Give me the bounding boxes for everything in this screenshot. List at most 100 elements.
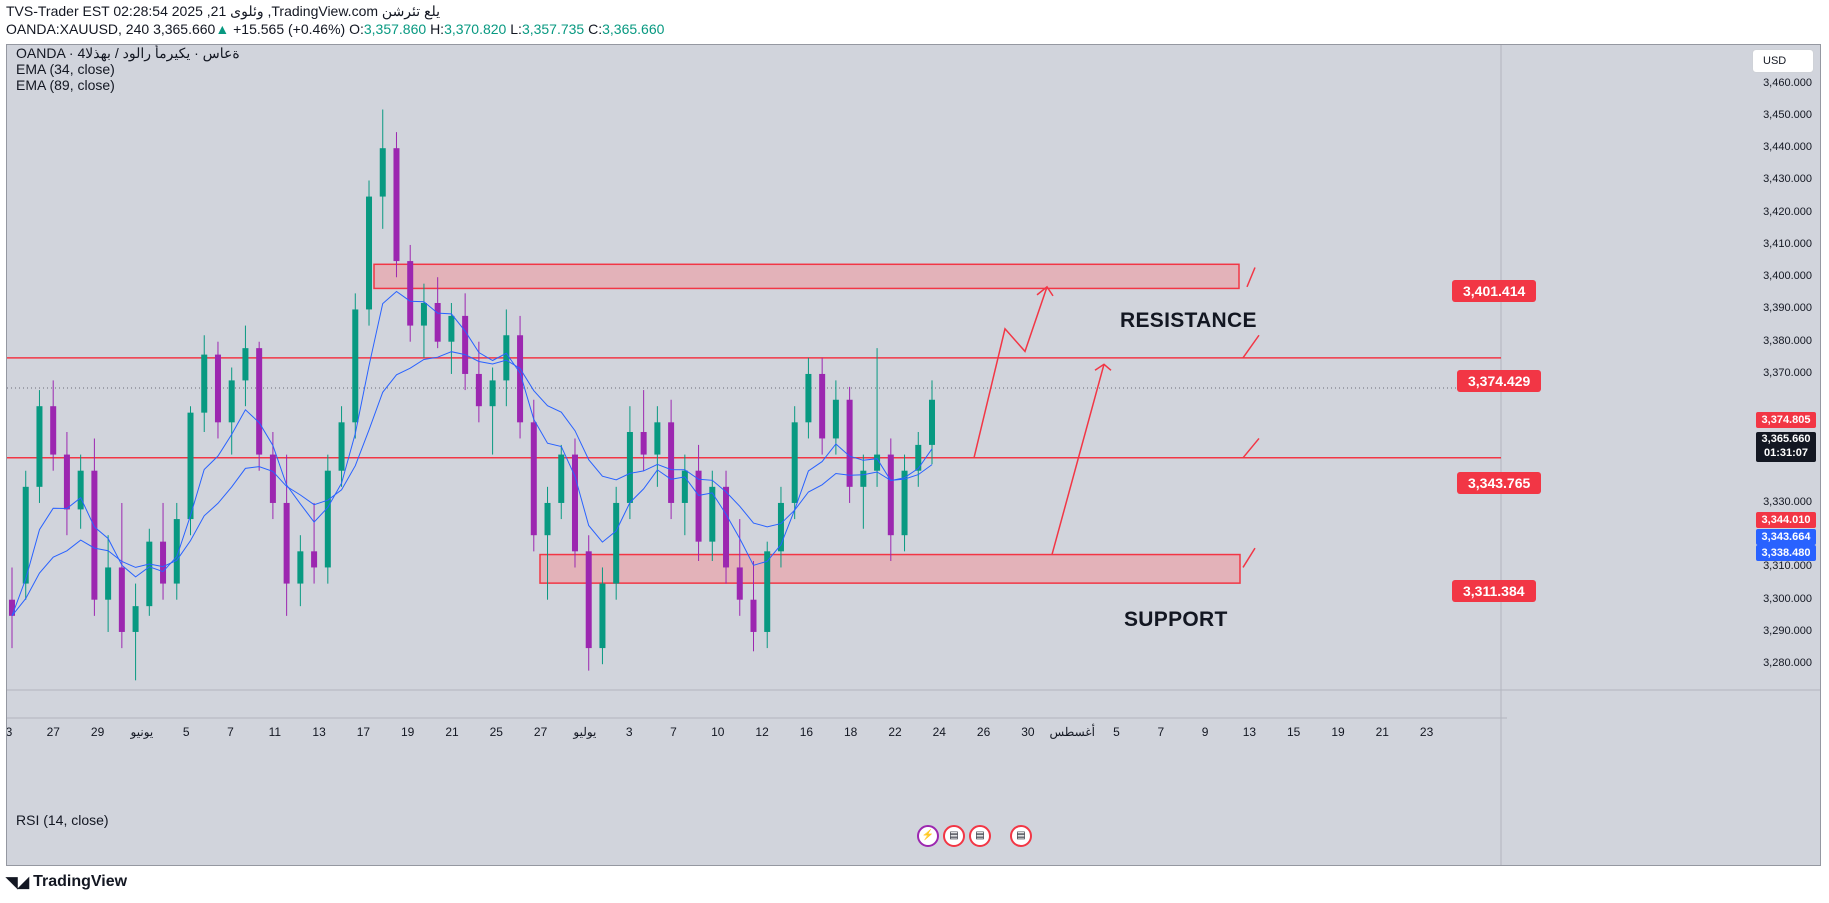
close-label: C: [588, 21, 603, 37]
price-chart[interactable] [7, 45, 1821, 866]
time-tick: 29 [90, 725, 105, 739]
candle-body [173, 519, 180, 584]
price-tick: 3,370.000 [1763, 366, 1812, 379]
time-tick: 13 [1242, 725, 1257, 739]
candle-body [242, 348, 249, 381]
price-tick: 3,420.000 [1763, 205, 1812, 218]
candle-body [352, 309, 359, 423]
callout-resistance: 3,401.414 [1452, 280, 1537, 302]
candle-body [201, 354, 208, 413]
rsi-legend[interactable]: RSI (14, close) [16, 812, 109, 828]
candle-body [819, 373, 826, 439]
time-tick: 19 [1331, 725, 1345, 739]
event-us-flag-icon[interactable]: ▤ [1010, 825, 1032, 847]
candle-body [256, 348, 263, 455]
brand-name: TradingView [33, 873, 128, 890]
candle-body [544, 502, 551, 536]
candle-body [571, 454, 578, 552]
time-tick: 26 [976, 725, 991, 739]
time-tick: 24 [932, 725, 946, 739]
candle-body [132, 606, 139, 632]
candle-body [146, 541, 153, 607]
event-us-flag-icon[interactable]: ▤ [943, 825, 965, 847]
candle-body [791, 422, 798, 503]
up-arrow-icon: ▲ [215, 21, 230, 37]
candle-body [750, 599, 757, 632]
time-tick: 16 [799, 725, 814, 739]
event-lightning-icon[interactable]: ⚡ [917, 825, 939, 847]
current-price: 3,365.660 [1761, 433, 1811, 445]
candle-body [585, 551, 592, 649]
high-value: 3,370.820 [444, 21, 507, 37]
resistance-label: RESISTANCE [1120, 309, 1257, 332]
header-line-1: TVS-Trader EST 02:28:54 2025 ,21 وئلوی ,… [6, 3, 441, 19]
time-tick: 17 [356, 725, 371, 739]
candle-body [393, 148, 400, 262]
currency-button[interactable]: USD [1752, 49, 1814, 73]
time-tick: 3 [6, 725, 13, 739]
time-tick: 3 [625, 725, 633, 739]
callout-pointer-lower [1242, 437, 1260, 459]
candle-body [379, 148, 386, 197]
candle-body [503, 335, 510, 381]
candle-body [407, 261, 414, 326]
candle-body [9, 599, 15, 616]
candle-body [63, 454, 70, 510]
time-tick: 12 [755, 725, 769, 739]
candle-body [228, 380, 235, 423]
candle-body [91, 470, 98, 600]
candle-body [887, 454, 894, 536]
projection-arrowhead-2 [1094, 363, 1112, 371]
projection-path-1 [973, 286, 1048, 458]
time-tick: 10 [711, 725, 725, 739]
price-label-ema34: 3,343.664 [1756, 529, 1816, 545]
time-tick: 25 [489, 725, 503, 739]
time-tick: أغسطس [1049, 725, 1095, 739]
price-tick: 3,410.000 [1763, 237, 1812, 250]
candle-body [22, 486, 29, 584]
candle-body [832, 399, 839, 439]
price-tick: 3,300.000 [1763, 592, 1812, 605]
event-us-flag-icon[interactable]: ▤ [969, 825, 991, 847]
candle-body [366, 196, 373, 310]
candle-body [462, 315, 469, 374]
symbol[interactable]: OANDA:XAUUSD, 240 [6, 21, 150, 37]
legend-ema89[interactable]: EMA (89, close) [16, 77, 115, 93]
chart-pane[interactable]: OANDA · 4ةعاس · يكيرمأ رالود / بهذلا EMA… [6, 44, 1821, 866]
callout-support: 3,311.384 [1452, 580, 1536, 602]
candle-body [777, 502, 784, 552]
open-label: O: [349, 21, 364, 37]
candle-body [118, 567, 125, 632]
time-tick: 27 [533, 725, 548, 739]
low-label: L: [510, 21, 522, 37]
callout-pointer-upper [1242, 334, 1260, 359]
price-label-lower-line: 3,344.010 [1756, 512, 1816, 528]
candle-body [929, 399, 935, 445]
price-tick: 3,400.000 [1763, 270, 1812, 283]
candle-body [324, 470, 331, 568]
candle-body [475, 373, 482, 407]
candle-body [283, 502, 290, 584]
low-value: 3,357.735 [521, 21, 585, 37]
ema34-line [11, 290, 933, 616]
candle-body [517, 335, 524, 423]
candle-body [558, 454, 565, 503]
price-tick: 3,280.000 [1763, 657, 1812, 670]
price-label-upper-line: 3,374.805 [1756, 412, 1816, 428]
candle-body [338, 422, 345, 471]
price-tick: 3,290.000 [1763, 624, 1812, 637]
time-tick: 21 [1375, 725, 1389, 739]
ema89-line [11, 351, 933, 617]
candle-body [420, 303, 427, 326]
price-tick: 3,460.000 [1763, 76, 1812, 89]
candle-body [489, 380, 496, 407]
legend-ema34[interactable]: EMA (34, close) [16, 61, 115, 77]
candle-body [269, 454, 276, 503]
callout-upper-line: 3,374.429 [1457, 370, 1542, 392]
callout-lower-line: 3,343.765 [1457, 472, 1542, 494]
time-tick: 22 [888, 725, 902, 739]
time-tick: 15 [1287, 725, 1301, 739]
logo-icon: ◥◢ [6, 874, 30, 891]
candle-body [297, 551, 304, 584]
candle-body [311, 551, 318, 568]
